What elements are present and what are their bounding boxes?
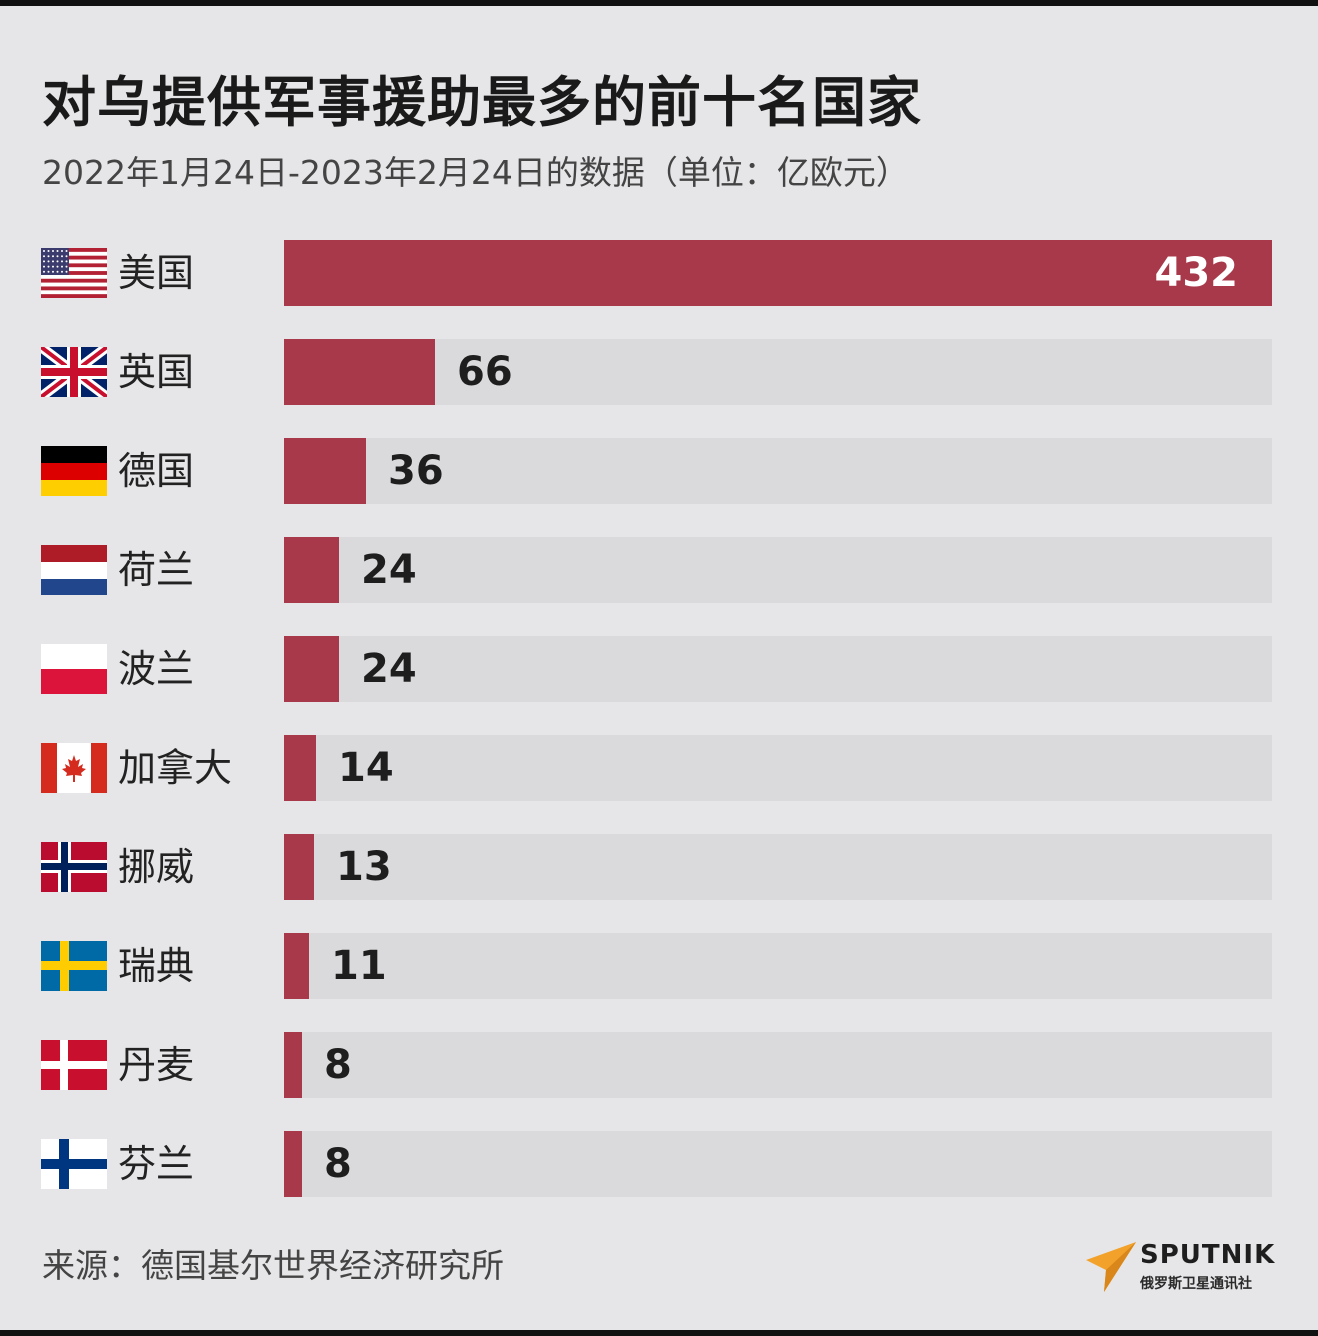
bar bbox=[284, 636, 339, 702]
uk-flag-icon bbox=[41, 347, 107, 397]
canada-flag-icon bbox=[41, 743, 107, 793]
value-label: 14 bbox=[338, 745, 394, 791]
denmark-flag-icon bbox=[41, 1040, 107, 1090]
value-label: 8 bbox=[324, 1042, 352, 1088]
bar bbox=[284, 1032, 302, 1098]
bar-track: 8 bbox=[284, 1032, 1272, 1098]
category-label: 芬兰 bbox=[118, 1142, 195, 1186]
chart-subtitle: 2022年1月24日-2023年2月24日的数据（单位：亿欧元） bbox=[42, 153, 909, 192]
value-label: 8 bbox=[324, 1141, 352, 1187]
sweden-flag-icon bbox=[41, 941, 107, 991]
bar-row: 芬兰 8 bbox=[0, 1131, 1318, 1197]
bar bbox=[284, 933, 309, 999]
value-label: 66 bbox=[457, 349, 513, 395]
category-label: 德国 bbox=[118, 449, 195, 493]
logo-sub-text: 俄罗斯卫星通讯社 bbox=[1140, 1276, 1252, 1292]
netherlands-flag-icon bbox=[41, 545, 107, 595]
sputnik-logo: SPUTNIK 俄罗斯卫星通讯社 bbox=[1084, 1240, 1284, 1300]
bar-track: 24 bbox=[284, 537, 1272, 603]
bar-row: 瑞典 11 bbox=[0, 933, 1318, 999]
category-label: 英国 bbox=[118, 350, 195, 394]
logo-brand-text: SPUTNIK bbox=[1140, 1240, 1276, 1270]
bar bbox=[284, 438, 366, 504]
infographic-page: 对乌提供军事援助最多的前十名国家 2022年1月24日-2023年2月24日的数… bbox=[0, 6, 1318, 1330]
value-label: 13 bbox=[336, 844, 392, 890]
value-label: 11 bbox=[331, 943, 387, 989]
bar-track: 8 bbox=[284, 1131, 1272, 1197]
value-label: 36 bbox=[388, 448, 444, 494]
norway-flag-icon bbox=[41, 842, 107, 892]
bar-track: 13 bbox=[284, 834, 1272, 900]
bar-row: 德国 36 bbox=[0, 438, 1318, 504]
bar bbox=[284, 1131, 302, 1197]
value-label: 432 bbox=[1154, 250, 1239, 296]
sputnik-logo-icon bbox=[1086, 1242, 1136, 1292]
bar bbox=[284, 834, 314, 900]
bar-track: 36 bbox=[284, 438, 1272, 504]
chart-title: 对乌提供军事援助最多的前十名国家 bbox=[42, 71, 922, 134]
bar bbox=[284, 537, 339, 603]
bar-row: 荷兰 24 bbox=[0, 537, 1318, 603]
bar-track: 24 bbox=[284, 636, 1272, 702]
category-label: 挪威 bbox=[118, 845, 195, 889]
bar-track: 432 bbox=[284, 240, 1272, 306]
bar-track: 66 bbox=[284, 339, 1272, 405]
bar-row: 丹麦 8 bbox=[0, 1032, 1318, 1098]
bar-track: 11 bbox=[284, 933, 1272, 999]
value-label: 24 bbox=[361, 547, 417, 593]
bar bbox=[284, 339, 435, 405]
finland-flag-icon bbox=[41, 1139, 107, 1189]
bar-row: 加拿大 14 bbox=[0, 735, 1318, 801]
bar-row: 挪威 13 bbox=[0, 834, 1318, 900]
category-label: 瑞典 bbox=[118, 944, 195, 988]
poland-flag-icon bbox=[41, 644, 107, 694]
category-label: 美国 bbox=[118, 251, 195, 295]
us-flag-icon bbox=[41, 248, 107, 298]
bar-chart: 美国 432 英国 66 德国 36 荷兰 24 波兰 24 加拿大 14 挪威 13 瑞典 11 丹麦 8 芬兰 8 bbox=[0, 6, 1318, 1330]
bar-track: 14 bbox=[284, 735, 1272, 801]
category-label: 荷兰 bbox=[118, 548, 195, 592]
germany-flag-icon bbox=[41, 446, 107, 496]
category-label: 丹麦 bbox=[118, 1043, 195, 1087]
bar-row: 美国 432 bbox=[0, 240, 1318, 306]
bar-row: 波兰 24 bbox=[0, 636, 1318, 702]
bar-row: 英国 66 bbox=[0, 339, 1318, 405]
source-note: 来源：德国基尔世界经济研究所 bbox=[42, 1246, 504, 1285]
category-label: 波兰 bbox=[118, 647, 195, 691]
bar bbox=[284, 735, 316, 801]
category-label: 加拿大 bbox=[118, 746, 233, 790]
bar bbox=[284, 240, 1272, 306]
value-label: 24 bbox=[361, 646, 417, 692]
